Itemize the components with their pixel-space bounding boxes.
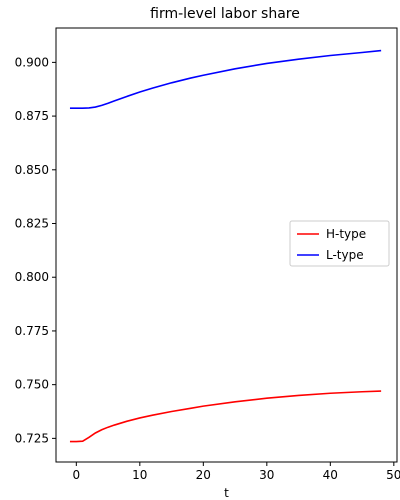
y-tick-label: 0.800	[15, 270, 49, 284]
x-tick-label: 30	[259, 468, 274, 482]
x-axis-label: t	[224, 486, 229, 500]
x-tick-label: 0	[72, 468, 80, 482]
legend-label-l-type: L-type	[326, 248, 364, 262]
plot-frame	[55, 27, 398, 463]
y-axis: 0.725 0.750 0.775 0.800 0.825 0.850 0.875 0.900	[15, 55, 56, 445]
x-tick-label: 50	[386, 468, 400, 482]
y-tick-label: 0.725	[15, 431, 49, 445]
y-tick-label: 0.850	[15, 163, 49, 177]
y-tick-label: 0.750	[15, 378, 49, 392]
y-tick-label: 0.900	[15, 55, 49, 69]
legend-label-h-type: H-type	[326, 227, 366, 241]
x-tick-label: 40	[323, 468, 338, 482]
y-tick-label: 0.775	[15, 324, 49, 338]
legend: H-type L-type	[289, 220, 390, 267]
x-tick-label: 10	[132, 468, 147, 482]
series-layer	[69, 49, 382, 443]
chart-title: firm-level labor share	[150, 6, 300, 22]
series-line-l-type	[69, 49, 382, 109]
x-tick-label: 20	[196, 468, 211, 482]
series-line-h-type	[69, 390, 382, 443]
y-tick-label: 0.875	[15, 109, 49, 123]
y-tick-label: 0.825	[15, 217, 49, 231]
x-axis: 0 10 20 30 40 50	[72, 462, 400, 482]
